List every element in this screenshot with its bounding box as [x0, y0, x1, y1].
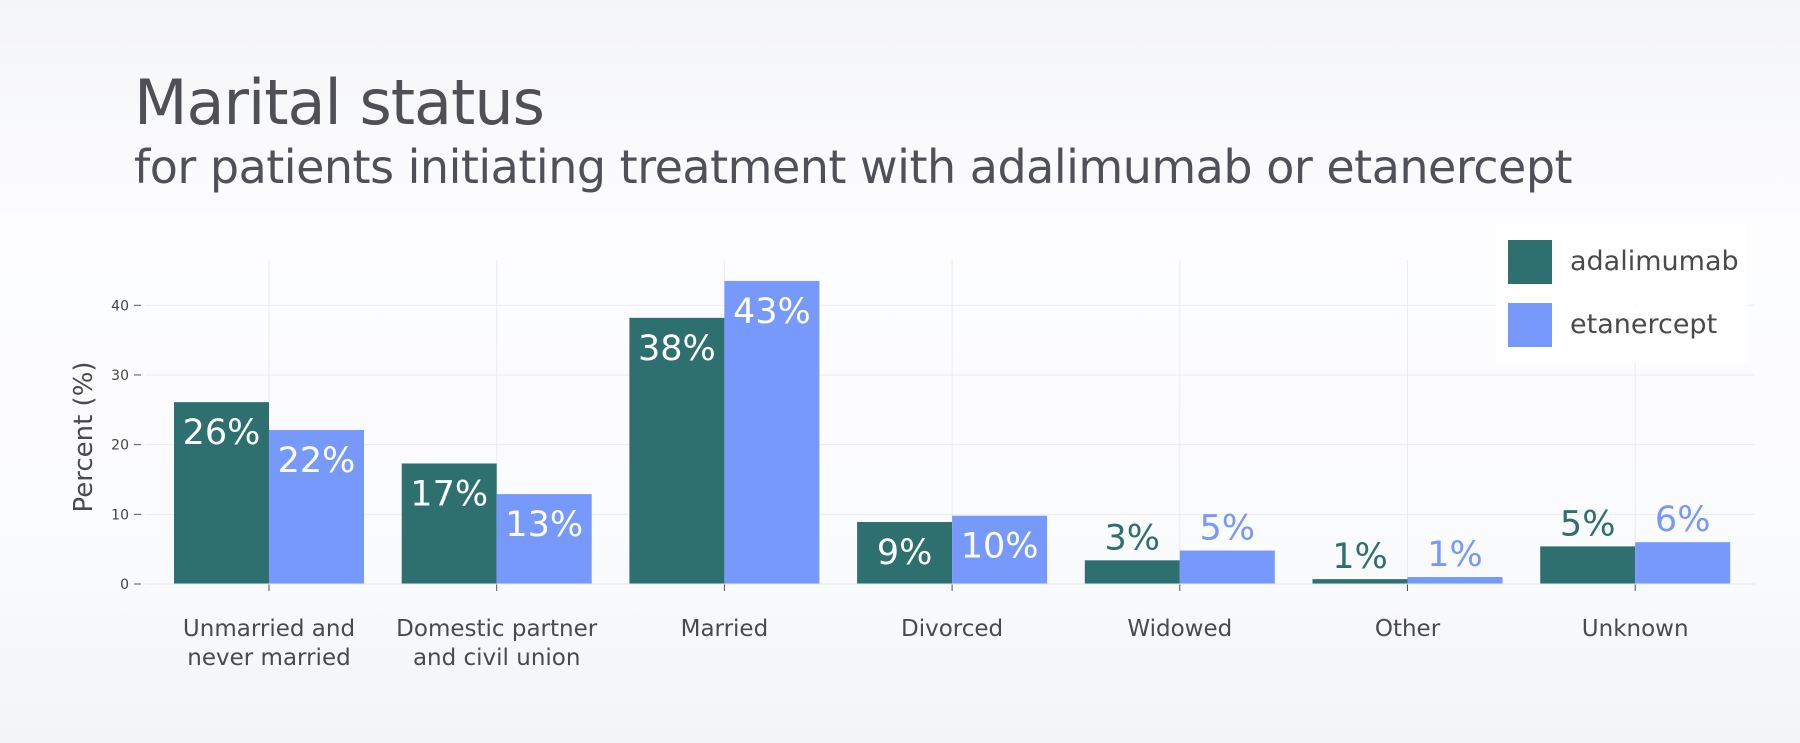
data-label-etanercept: 6% — [1655, 500, 1711, 540]
x-tick-label: Unmarried and never married — [183, 616, 355, 671]
bar-adalimumab[interactable] — [857, 521, 953, 584]
data-label-etanercept: 13% — [505, 505, 583, 545]
bar-adalimumab[interactable] — [1084, 560, 1180, 584]
y-tick-label: 0 — [120, 577, 129, 593]
y-tick-label: 10 — [111, 507, 129, 523]
data-label-adalimumab: 38% — [638, 329, 716, 369]
y-axis-title: Percent (%) — [69, 361, 99, 512]
x-tick-label: Divorced — [901, 616, 1003, 642]
data-label-adalimumab: 9% — [877, 533, 933, 573]
bar-adalimumab[interactable] — [174, 402, 269, 584]
bar-etanercept[interactable] — [952, 515, 1048, 584]
data-label-adalimumab: 5% — [1560, 504, 1616, 544]
bar-etanercept[interactable] — [1179, 550, 1275, 584]
data-label-etanercept: 5% — [1200, 509, 1256, 549]
data-label-adalimumab: 3% — [1105, 518, 1161, 558]
legend-item-etanercept[interactable]: etanercept — [1508, 293, 1739, 356]
x-tick-label: Other — [1375, 616, 1441, 642]
chart-title: Marital status — [134, 66, 545, 139]
legend-swatch-adalimumab — [1508, 239, 1552, 284]
y-tick-label: 20 — [111, 438, 129, 454]
legend-swatch-etanercept — [1508, 302, 1552, 347]
bar-etanercept[interactable] — [1635, 542, 1731, 584]
bar-adalimumab[interactable] — [401, 463, 497, 584]
x-tick-label: Domestic partner and civil union — [396, 616, 598, 671]
bar-adalimumab[interactable] — [1540, 546, 1636, 584]
data-label-etanercept: 43% — [733, 292, 811, 332]
x-tick-label: Married — [681, 616, 769, 642]
y-tick-label: 30 — [111, 368, 129, 384]
bar-adalimumab[interactable] — [629, 317, 725, 584]
x-tick-label: Widowed — [1127, 616, 1232, 642]
data-label-etanercept: 22% — [278, 441, 356, 481]
data-label-etanercept: 10% — [961, 527, 1039, 567]
legend-label-etanercept: etanercept — [1570, 309, 1718, 340]
legend-item-adalimumab[interactable]: adalimumab — [1508, 230, 1739, 293]
data-label-adalimumab: 26% — [183, 413, 261, 453]
chart-legend: adalimumab etanercept — [1496, 224, 1747, 362]
bar-etanercept[interactable] — [496, 494, 592, 584]
bar-etanercept[interactable] — [269, 430, 364, 584]
chart-subtitle: for patients initiating treatment with a… — [134, 140, 1573, 194]
data-label-etanercept: 1% — [1427, 535, 1483, 575]
bar-etanercept[interactable] — [1407, 577, 1503, 584]
y-tick-label: 40 — [111, 298, 129, 314]
x-tick-label: Unknown — [1582, 616, 1689, 642]
data-label-adalimumab: 1% — [1332, 537, 1388, 577]
legend-label-adalimumab: adalimumab — [1570, 246, 1739, 277]
bar-etanercept[interactable] — [724, 280, 820, 584]
data-label-adalimumab: 17% — [410, 474, 488, 514]
bar-adalimumab[interactable] — [1312, 579, 1408, 584]
